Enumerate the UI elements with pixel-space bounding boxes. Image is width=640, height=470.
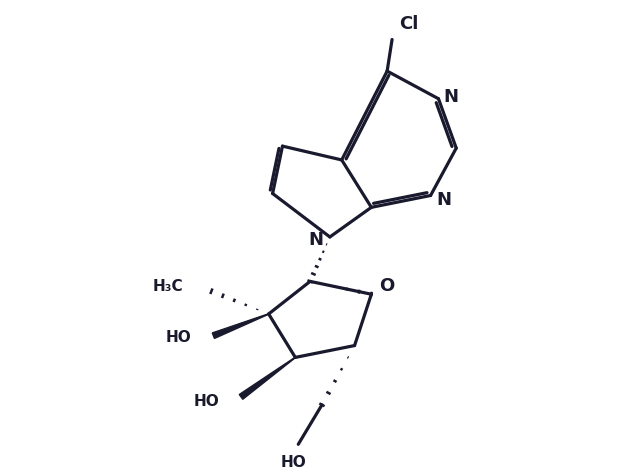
Polygon shape	[239, 357, 296, 400]
Text: HO: HO	[280, 454, 306, 470]
Text: N: N	[444, 88, 459, 106]
Text: N: N	[308, 231, 324, 249]
Text: Cl: Cl	[399, 15, 419, 33]
Text: HO: HO	[166, 330, 191, 345]
Text: H₃C: H₃C	[153, 279, 184, 294]
Text: HO: HO	[193, 394, 220, 409]
Polygon shape	[212, 314, 269, 338]
Text: O: O	[380, 277, 395, 295]
Text: N: N	[436, 191, 451, 210]
